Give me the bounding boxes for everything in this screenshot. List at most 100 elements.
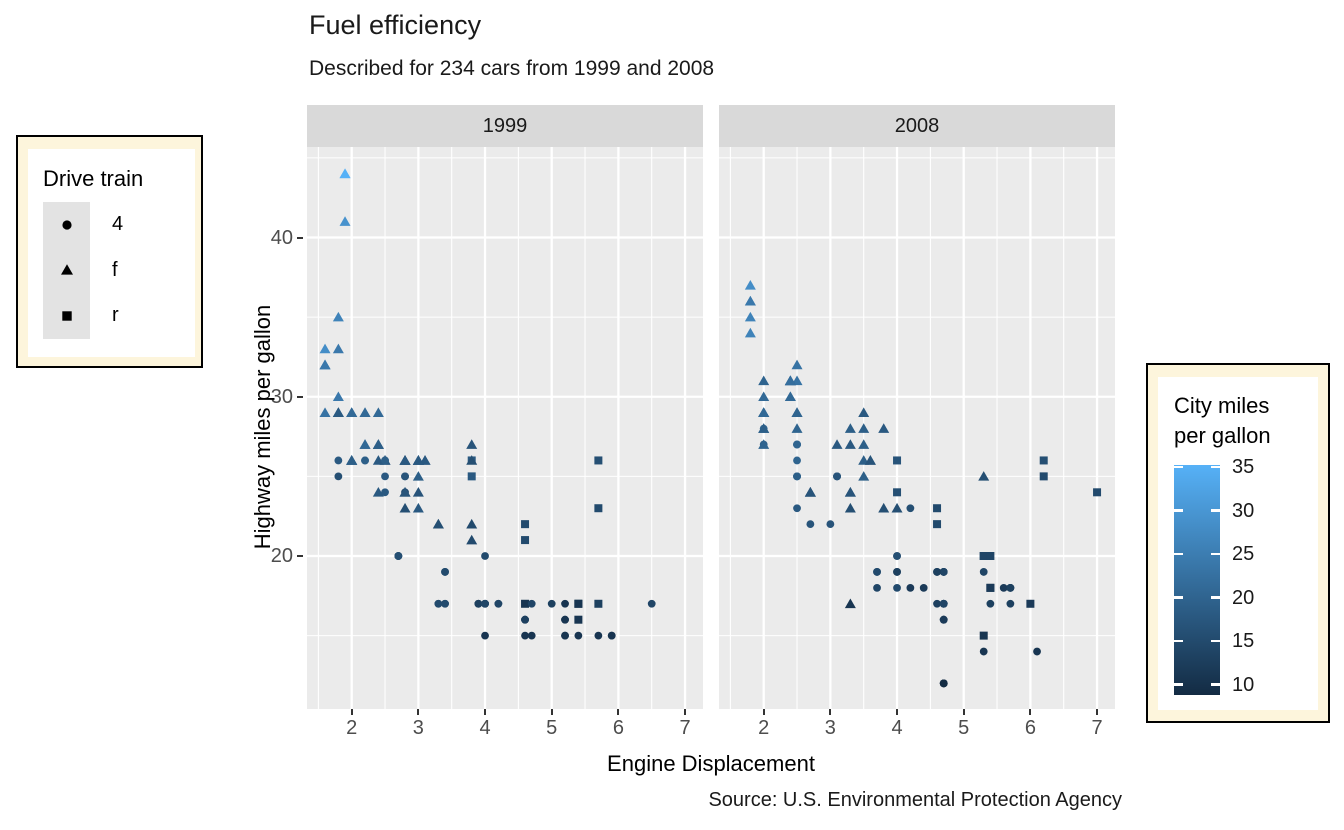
city-mpg-legend-title-line1: City miles [1174,393,1270,418]
data-point-circle [561,615,569,624]
data-point-square [594,599,603,608]
legend-key-label: 4 [112,213,124,236]
colorbar-tick-label: 15 [1232,630,1255,652]
data-point-triangle [858,423,870,433]
data-point-circle [607,631,616,640]
data-point-circle [979,568,988,576]
data-point-triangle [466,439,478,449]
data-point-triangle [791,423,803,433]
x-tick-mark [896,709,899,715]
data-point-circle [939,679,948,688]
data-point-triangle [758,391,770,402]
x-axis-title: Engine Displacement [607,751,815,776]
data-point-triangle [399,502,411,513]
data-point-circle [1006,599,1015,608]
data-point-triangle [332,391,344,402]
square-key-icon [61,311,72,321]
colorbar-tick-mark [1174,596,1183,599]
data-point-circle [806,520,815,529]
data-point-square [521,520,530,529]
colorbar-tick-mark [1211,683,1220,686]
data-point-circle [979,647,988,656]
data-point-triangle [412,487,424,497]
data-point-square [574,599,583,608]
city-mpg-legend-title: City miles per gallon [1174,391,1271,451]
data-point-circle [933,568,941,576]
data-point-square [574,615,583,624]
colorbar-tick-mark [1174,465,1183,469]
colorbar-tick-mark [1174,683,1183,686]
colorbar-tick-mark [1211,552,1220,556]
x-tick-label: 5 [958,717,970,739]
data-point-triangle [319,359,331,370]
x-tick-mark [550,709,553,715]
drive-train-legend: Drive train 4 f r [16,135,203,368]
data-point-circle [434,599,443,608]
data-point-circle [986,599,995,608]
data-point-triangle [784,391,796,402]
data-point-circle [793,456,801,465]
x-tick-mark [417,709,420,715]
data-point-triangle [744,295,756,306]
data-point-circle [361,456,369,465]
data-point-circle [999,583,1008,592]
data-point-square [1026,599,1035,608]
data-point-square [893,488,902,497]
data-point-triangle [858,471,870,481]
source-caption: Source: U.S. Environmental Protection Ag… [708,789,1122,811]
facet-strip-1999: 1999 [307,105,703,147]
data-point-triangle [359,439,371,449]
data-point-triangle [399,487,411,497]
legend-key-swatch [43,247,90,294]
drive-train-legend-title: Drive train [43,166,144,191]
data-point-circle [893,583,901,592]
data-point-triangle [332,343,344,354]
data-point-triangle [791,359,803,370]
data-point-triangle [758,439,770,449]
x-tick-label: 5 [546,717,558,739]
data-point-triangle [744,311,756,322]
circle-key-icon [61,220,72,230]
data-point-circle [793,504,801,513]
data-point-triangle [332,311,344,322]
data-point-circle [334,472,343,481]
colorbar-tick-label: 25 [1232,543,1255,565]
data-point-triangle [744,327,756,338]
data-point-triangle [791,407,803,417]
data-point-triangle [359,407,371,417]
data-point-triangle [878,423,890,433]
chart-subtitle: Described for 234 cars from 1999 and 200… [309,57,715,80]
x-tick-label: 6 [1024,717,1036,739]
facet-strip-2008: 2008 [719,105,1115,147]
data-point-triangle [332,407,344,417]
x-tick-mark [617,709,620,715]
triangle-key-icon [60,264,73,275]
legend-key-row-4: 4 [43,202,123,248]
data-point-square [594,504,603,513]
data-point-triangle [844,487,856,497]
data-point-triangle [346,455,358,465]
data-point-circle [1006,583,1015,592]
data-point-circle [647,599,656,608]
data-point-triangle [878,502,890,513]
data-point-square [979,552,988,560]
data-point-triangle [784,375,796,386]
data-point-square [521,536,530,545]
data-point-circle [521,631,529,640]
data-point-triangle [412,502,424,513]
data-point-triangle [339,168,351,179]
data-point-triangle [346,407,358,417]
colorbar-tick-label: 10 [1232,673,1255,696]
data-point-square [979,631,988,640]
colorbar-tick-mark [1211,596,1220,599]
x-tick-mark [1096,709,1099,715]
legend-key-swatch [43,202,90,248]
data-point-square [893,456,902,465]
data-point-square [933,520,942,529]
data-point-circle [481,631,489,640]
x-tick-label: 6 [612,717,624,739]
x-tick-mark [1029,709,1032,715]
x-tick-mark [350,709,353,715]
y-axis-title: Highway miles per gallon [250,304,275,550]
